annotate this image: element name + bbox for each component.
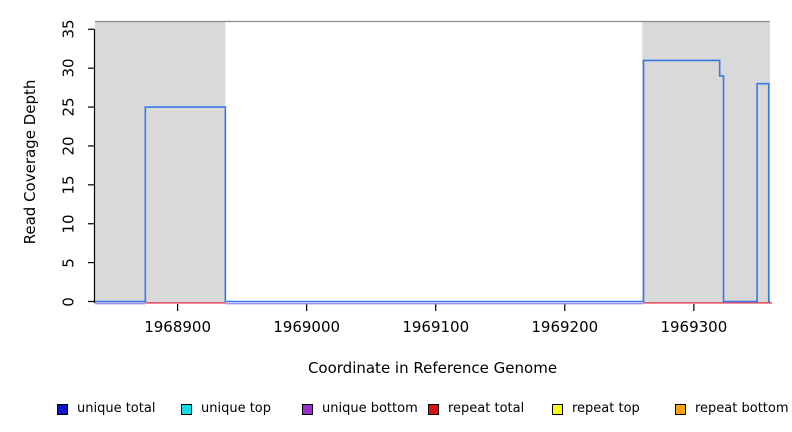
legend-label: repeat bottom (695, 401, 789, 416)
y-tick-label: 20 (59, 136, 78, 156)
legend-swatch-unique-bottom (302, 403, 313, 415)
legend-item-repeat-total: repeat total (428, 402, 524, 416)
legend-label: unique top (201, 401, 272, 416)
legend-swatch-unique-top (181, 403, 192, 415)
legend-item-unique-total: unique total (57, 402, 155, 416)
legend-swatch-repeat-bottom (675, 403, 686, 415)
x-tick-label: 1969100 (402, 318, 470, 336)
y-tick-label: 25 (59, 97, 78, 117)
coverage-step-line (95, 59, 770, 303)
legend-item-repeat-top: repeat top (552, 402, 640, 416)
legend-item-unique-bottom: unique bottom (302, 402, 418, 416)
legend-label: repeat total (448, 401, 525, 416)
y-tick-label: 35 (59, 19, 78, 39)
repeat-region-rect (95, 22, 226, 303)
repeat-region-rect (642, 22, 770, 303)
x-tick-label: 1969000 (273, 318, 341, 336)
y-tick-label: 10 (59, 214, 78, 234)
legend-swatch-unique-total (57, 403, 68, 415)
y-tick-label: 15 (59, 175, 78, 195)
legend-swatch-repeat-total (428, 403, 439, 415)
legend-label: unique bottom (322, 401, 418, 416)
legend-label: repeat top (572, 401, 640, 416)
legend-item-unique-top: unique top (181, 402, 271, 416)
x-tick-label: 1969300 (660, 318, 728, 336)
y-tick-label: 0 (59, 296, 78, 307)
legend-label: unique total (77, 401, 156, 416)
x-axis-label: Coordinate in Reference Genome (307, 359, 558, 377)
y-tick-label: 30 (59, 58, 78, 78)
x-tick-label: 1969200 (531, 318, 599, 336)
x-tick-label: 1968900 (144, 318, 211, 336)
y-axis-label: Read Coverage Depth (21, 79, 39, 245)
legend-item-repeat-bottom: repeat bottom (675, 402, 789, 416)
y-tick-label: 5 (59, 257, 78, 268)
legend-swatch-repeat-top (552, 403, 563, 415)
